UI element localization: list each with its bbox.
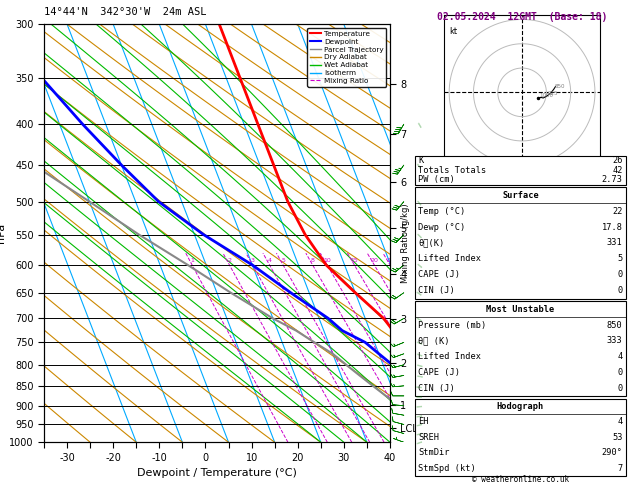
Text: |: |: [415, 423, 421, 426]
Text: |: |: [415, 352, 421, 356]
Text: 2.73: 2.73: [602, 175, 623, 184]
Text: Hodograph: Hodograph: [497, 402, 544, 411]
Text: Lifted Index: Lifted Index: [418, 255, 481, 263]
Text: 15: 15: [350, 258, 358, 263]
Text: 42: 42: [612, 166, 623, 174]
Text: 26: 26: [612, 156, 623, 165]
Text: Temp (°C): Temp (°C): [418, 207, 465, 216]
Text: Surface: Surface: [502, 191, 539, 200]
Text: |: |: [415, 363, 421, 366]
Text: Most Unstable: Most Unstable: [486, 305, 555, 314]
Text: 5: 5: [281, 258, 285, 263]
Text: K: K: [418, 156, 423, 165]
Text: 10: 10: [323, 258, 331, 263]
Text: Lifted Index: Lifted Index: [418, 352, 481, 361]
Text: |: |: [416, 404, 421, 407]
Text: 4: 4: [618, 417, 623, 426]
Legend: Temperature, Dewpoint, Parcel Trajectory, Dry Adiabat, Wet Adiabat, Isotherm, Mi: Temperature, Dewpoint, Parcel Trajectory…: [307, 28, 386, 87]
Text: 0: 0: [618, 368, 623, 377]
Text: 1: 1: [190, 258, 194, 263]
Text: |: |: [415, 414, 421, 417]
Text: 4: 4: [267, 258, 272, 263]
Text: kt: kt: [449, 27, 457, 36]
Text: Totals Totals: Totals Totals: [418, 166, 487, 174]
Text: |: |: [415, 374, 421, 377]
Text: |: |: [416, 384, 421, 387]
Text: 4: 4: [618, 352, 623, 361]
Text: 02.05.2024  12GMT  (Base: 18): 02.05.2024 12GMT (Base: 18): [437, 12, 607, 22]
Text: 925: 925: [547, 91, 558, 96]
Text: SREH: SREH: [418, 433, 439, 442]
Text: |: |: [416, 162, 421, 168]
Text: © weatheronline.co.uk: © weatheronline.co.uk: [472, 474, 569, 484]
Text: 290°: 290°: [602, 449, 623, 457]
Y-axis label: km
ASL: km ASL: [423, 214, 440, 233]
Text: Pressure (mb): Pressure (mb): [418, 320, 487, 330]
Text: 0: 0: [618, 286, 623, 295]
Text: 3: 3: [250, 258, 255, 263]
Text: CAPE (J): CAPE (J): [418, 270, 460, 279]
Text: 850: 850: [555, 85, 565, 89]
X-axis label: Dewpoint / Temperature (°C): Dewpoint / Temperature (°C): [137, 468, 297, 478]
Text: |: |: [416, 290, 421, 295]
Text: 333: 333: [607, 336, 623, 346]
Text: 2: 2: [228, 258, 231, 263]
Text: 0: 0: [618, 270, 623, 279]
Text: 8: 8: [311, 258, 314, 263]
Text: |: |: [415, 340, 421, 345]
Text: 22: 22: [612, 207, 623, 216]
Text: Dewp (°C): Dewp (°C): [418, 223, 465, 231]
Text: |: |: [415, 440, 421, 444]
Text: θᴇ(K): θᴇ(K): [418, 239, 445, 247]
Text: 17.8: 17.8: [602, 223, 623, 231]
Text: |: |: [416, 122, 421, 127]
Text: Mixing Ratio (g/kg): Mixing Ratio (g/kg): [401, 203, 410, 283]
Text: EH: EH: [418, 417, 429, 426]
Text: StmDir: StmDir: [418, 449, 450, 457]
Text: CIN (J): CIN (J): [418, 286, 455, 295]
Text: |: |: [415, 316, 421, 321]
Text: 0: 0: [618, 383, 623, 393]
Text: |: |: [416, 232, 421, 237]
Text: PW (cm): PW (cm): [418, 175, 455, 184]
Text: 14°44'N  342°30'W  24m ASL: 14°44'N 342°30'W 24m ASL: [44, 7, 206, 17]
Text: |: |: [415, 432, 421, 435]
Text: |: |: [416, 199, 421, 205]
Text: 5: 5: [618, 255, 623, 263]
Text: |: |: [416, 395, 421, 397]
Text: StmSpd (kt): StmSpd (kt): [418, 464, 476, 473]
Text: 1000: 1000: [539, 93, 554, 98]
Y-axis label: hPa: hPa: [0, 223, 6, 243]
Text: 25: 25: [386, 258, 394, 263]
Text: 53: 53: [612, 433, 623, 442]
Text: θᴇ (K): θᴇ (K): [418, 336, 450, 346]
Text: |: |: [416, 262, 421, 267]
Text: CAPE (J): CAPE (J): [418, 368, 460, 377]
Text: CIN (J): CIN (J): [418, 383, 455, 393]
Text: 20: 20: [370, 258, 378, 263]
Text: 7: 7: [618, 464, 623, 473]
Text: 331: 331: [607, 239, 623, 247]
Text: 850: 850: [607, 320, 623, 330]
